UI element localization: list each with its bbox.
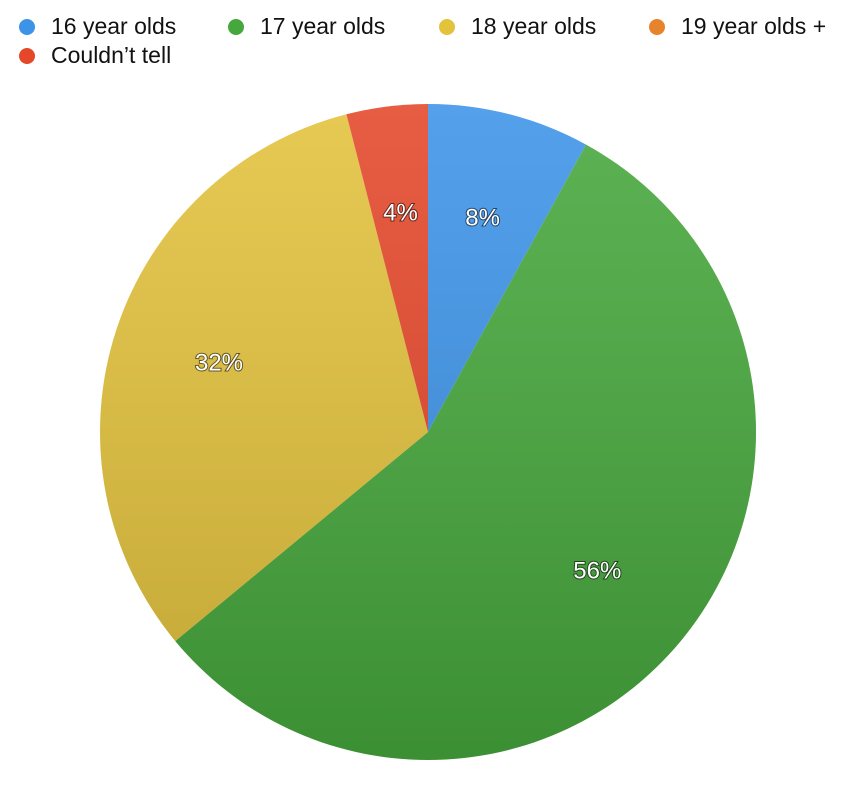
legend-marker [649,19,665,35]
legend-label: Couldn’t tell [51,42,171,68]
data-label: 32% [195,349,243,376]
pie [99,104,756,760]
data-label: 8% [465,204,500,231]
legend-label: 19 year olds + [681,13,826,39]
legend-marker [228,19,244,35]
legend-marker [19,19,35,35]
legend-label: 17 year olds [260,13,385,39]
data-label: 4% [383,199,418,226]
legend-label: 16 year olds [51,13,176,39]
legend-marker [439,19,455,35]
legend-label: 18 year olds [471,13,596,39]
legend-marker [19,48,35,64]
data-label: 56% [573,557,621,584]
data-labels: 8% 56% 32% 4% [194,198,622,585]
legend: 16 year olds 17 year olds 18 year olds 19 y… [19,13,826,68]
